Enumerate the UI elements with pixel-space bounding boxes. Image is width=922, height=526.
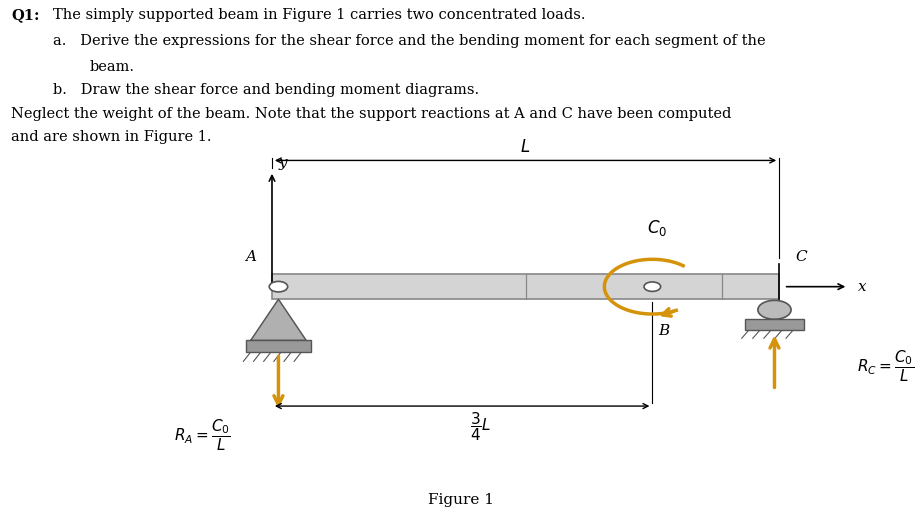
Text: b.   Draw the shear force and bending moment diagrams.: b. Draw the shear force and bending mome… xyxy=(53,83,479,97)
Text: $L$: $L$ xyxy=(520,139,531,156)
Text: Neglect the weight of the beam. Note that the support reactions at A and C have : Neglect the weight of the beam. Note tha… xyxy=(11,107,731,121)
Circle shape xyxy=(758,300,791,319)
Text: Figure 1: Figure 1 xyxy=(428,493,494,507)
Circle shape xyxy=(269,281,288,292)
Text: A: A xyxy=(245,249,256,264)
Text: B: B xyxy=(657,324,669,338)
Text: $C_0$: $C_0$ xyxy=(647,218,667,238)
Text: Q1:: Q1: xyxy=(11,8,40,22)
Text: $R_A = \dfrac{C_0}{L}$: $R_A = \dfrac{C_0}{L}$ xyxy=(174,417,231,453)
Text: $R_C = \dfrac{C_0}{L}$: $R_C = \dfrac{C_0}{L}$ xyxy=(857,349,914,385)
Text: $\dfrac{3}{4}L$: $\dfrac{3}{4}L$ xyxy=(470,411,491,443)
Bar xyxy=(272,274,779,299)
Bar xyxy=(745,319,804,330)
Text: y: y xyxy=(278,156,288,170)
Text: The simply supported beam in Figure 1 carries two concentrated loads.: The simply supported beam in Figure 1 ca… xyxy=(53,8,586,22)
Polygon shape xyxy=(251,299,306,340)
Circle shape xyxy=(644,282,660,291)
Text: a.   Derive the expressions for the shear force and the bending moment for each : a. Derive the expressions for the shear … xyxy=(53,34,766,48)
Text: C: C xyxy=(796,249,808,264)
Text: beam.: beam. xyxy=(89,60,135,75)
Text: and are shown in Figure 1.: and are shown in Figure 1. xyxy=(11,130,211,145)
Bar xyxy=(246,340,311,352)
Text: x: x xyxy=(857,280,867,294)
